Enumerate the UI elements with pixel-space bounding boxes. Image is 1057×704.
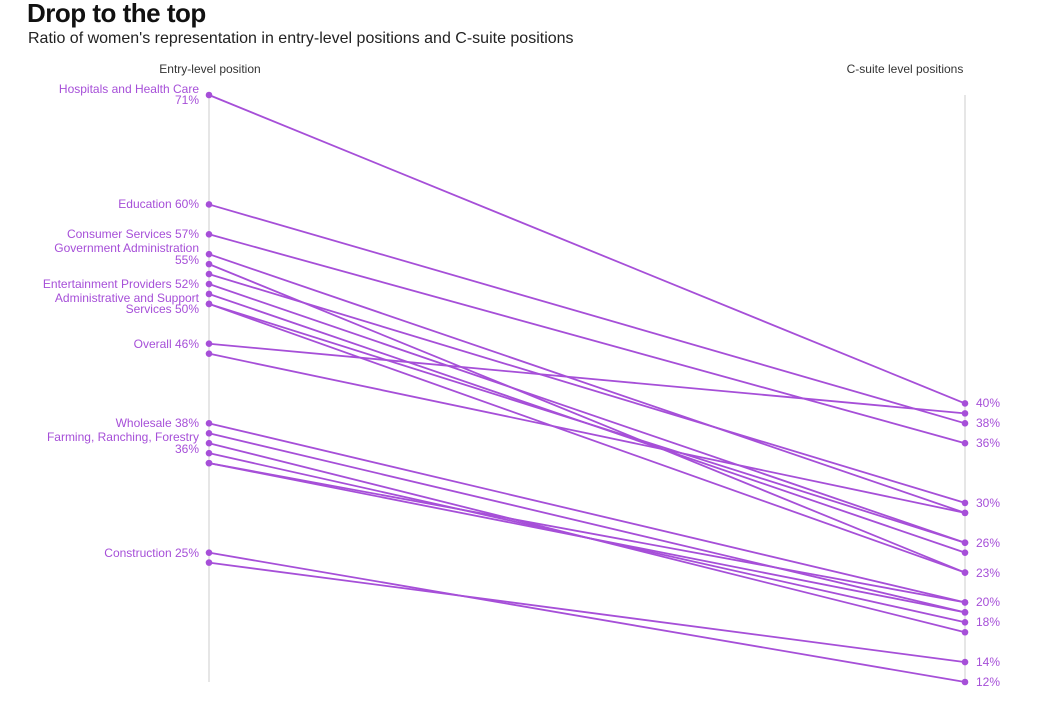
entry-point [205, 260, 213, 268]
right-labels: 40% 38% 36% 30% 26% 23% 20% 18% 14% 12% [976, 396, 1000, 689]
slope-line [208, 462, 966, 604]
left-label: Services 50% [126, 302, 200, 316]
csuite-point [961, 599, 969, 606]
csuite-point [961, 410, 969, 417]
entry-point [205, 300, 213, 308]
slope-dots [205, 91, 969, 686]
slope-line [208, 283, 966, 544]
slope-line [208, 303, 966, 544]
entry-point [205, 459, 213, 467]
right-axis-label: C-suite level positions [847, 62, 964, 76]
left-label: Entertainment Providers 52% [43, 277, 199, 291]
right-label: 14% [976, 655, 1000, 669]
left-label: Consumer Services 57% [67, 227, 199, 241]
entry-point [205, 449, 213, 457]
slope-line [208, 94, 966, 405]
slope-line [208, 462, 966, 614]
left-label: 36% [175, 442, 199, 456]
entry-point [205, 439, 213, 447]
entry-point [205, 230, 213, 238]
right-label: 18% [976, 615, 1000, 629]
csuite-point [961, 549, 969, 556]
entry-point [205, 290, 213, 298]
entry-point [205, 420, 213, 427]
slope-line [208, 551, 966, 683]
entry-point [205, 429, 213, 437]
csuite-point [961, 619, 969, 626]
right-label: 40% [976, 396, 1000, 410]
csuite-point [961, 439, 969, 447]
right-label: 38% [976, 416, 1000, 430]
csuite-point [961, 628, 969, 636]
entry-point [205, 91, 213, 99]
left-label: 55% [175, 253, 199, 267]
right-label: 36% [976, 436, 1000, 450]
csuite-point [961, 569, 969, 576]
csuite-point [961, 509, 969, 517]
slope-line [208, 561, 966, 663]
left-axis-label: Entry-level position [159, 62, 260, 76]
csuite-point [961, 420, 969, 427]
csuite-point [961, 678, 969, 686]
right-label: 20% [976, 595, 1000, 609]
slope-line [208, 263, 966, 574]
entry-point [205, 250, 213, 258]
csuite-point [961, 400, 969, 407]
right-label: 12% [976, 675, 1000, 689]
left-label: Overall 46% [134, 337, 200, 351]
entry-point [205, 280, 213, 288]
left-label: Administrative and Support [55, 291, 200, 305]
chart-title: Drop to the top [27, 0, 206, 28]
csuite-point [961, 539, 969, 547]
slope-line [208, 273, 966, 504]
entry-point [205, 350, 213, 357]
slope-line [208, 342, 966, 415]
slope-line [208, 233, 966, 445]
left-label: Construction 25% [104, 546, 199, 560]
slope-line [208, 203, 966, 425]
entry-point [205, 201, 213, 208]
right-label: 23% [976, 566, 1000, 580]
slope-line [208, 253, 966, 514]
entry-point [205, 340, 213, 348]
slope-line [208, 422, 966, 604]
csuite-point [961, 658, 969, 666]
left-label: 71% [175, 93, 199, 107]
left-label: Wholesale 38% [116, 416, 200, 430]
left-label: Government Administration [54, 241, 199, 255]
chart-subtitle: Ratio of women's representation in entry… [28, 30, 574, 47]
slope-line [208, 432, 966, 614]
slope-lines [208, 94, 966, 683]
csuite-point [961, 609, 969, 616]
csuite-point [961, 499, 969, 507]
entry-point [205, 270, 213, 278]
left-label: Hospitals and Health Care [59, 82, 199, 96]
entry-point [205, 549, 213, 556]
left-label: Farming, Ranching, Forestry [47, 430, 199, 444]
slope-line [208, 352, 966, 514]
slope-line [208, 303, 966, 574]
right-label: 26% [976, 536, 1000, 550]
right-label: 30% [976, 496, 1000, 510]
left-label: Education 60% [118, 197, 199, 211]
entry-point [205, 559, 213, 566]
